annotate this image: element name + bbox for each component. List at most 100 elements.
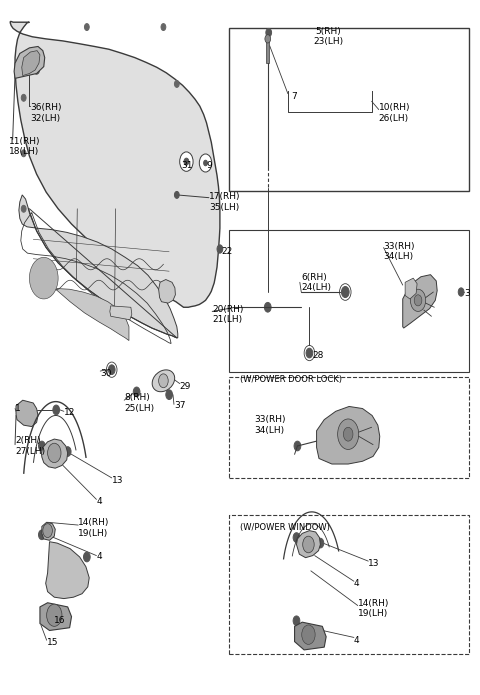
Circle shape (410, 289, 426, 311)
Text: 30: 30 (100, 369, 112, 378)
Polygon shape (14, 47, 45, 79)
Text: 4: 4 (96, 553, 102, 562)
Text: 28: 28 (313, 352, 324, 360)
Bar (266, 40, 269, 63)
Text: 13: 13 (368, 559, 380, 569)
Circle shape (337, 419, 359, 450)
Circle shape (108, 365, 115, 375)
Circle shape (158, 374, 168, 388)
Circle shape (217, 245, 223, 253)
Text: 12: 12 (64, 408, 75, 417)
Circle shape (204, 161, 207, 166)
Circle shape (133, 387, 140, 397)
Text: 31: 31 (181, 161, 193, 170)
Text: 17(RH)
35(LH): 17(RH) 35(LH) (209, 192, 240, 211)
Text: (W/POWER DOOR LOCK): (W/POWER DOOR LOCK) (240, 375, 342, 384)
Circle shape (64, 447, 71, 457)
Circle shape (166, 390, 172, 400)
Text: 4: 4 (96, 497, 102, 506)
Polygon shape (41, 439, 68, 468)
Bar (229, 28, 469, 190)
Polygon shape (56, 288, 129, 341)
Circle shape (47, 604, 62, 626)
Polygon shape (42, 522, 55, 540)
Circle shape (317, 538, 324, 548)
Circle shape (29, 257, 58, 299)
Circle shape (180, 152, 193, 172)
Circle shape (341, 286, 349, 297)
Circle shape (20, 407, 27, 416)
Circle shape (84, 24, 89, 31)
Text: 14(RH)
19(LH): 14(RH) 19(LH) (358, 598, 389, 618)
Circle shape (303, 536, 314, 553)
Text: 5(RH)
23(LH): 5(RH) 23(LH) (313, 27, 344, 47)
Circle shape (38, 441, 45, 451)
Circle shape (21, 95, 26, 101)
Circle shape (458, 288, 464, 296)
Polygon shape (158, 279, 175, 303)
Polygon shape (19, 195, 178, 338)
Circle shape (343, 427, 353, 441)
Text: 37: 37 (174, 401, 185, 410)
Polygon shape (40, 603, 72, 630)
Text: 10(RH)
26(LH): 10(RH) 26(LH) (379, 104, 410, 123)
Ellipse shape (34, 259, 53, 297)
Text: 2(RH)
27(LH): 2(RH) 27(LH) (15, 436, 45, 456)
Text: 7: 7 (291, 92, 297, 101)
Circle shape (264, 302, 271, 312)
Circle shape (199, 154, 212, 172)
Polygon shape (297, 530, 321, 557)
Text: 33(RH)
34(LH): 33(RH) 34(LH) (384, 242, 415, 261)
Circle shape (174, 191, 179, 198)
Circle shape (28, 57, 35, 67)
Text: 4: 4 (354, 636, 360, 645)
Circle shape (302, 625, 315, 644)
Text: 16: 16 (54, 616, 66, 626)
Text: 15: 15 (47, 639, 58, 648)
Text: 22: 22 (222, 247, 233, 256)
Circle shape (48, 443, 61, 463)
Polygon shape (46, 541, 89, 598)
Text: 8(RH)
25(LH): 8(RH) 25(LH) (124, 393, 154, 413)
Circle shape (17, 61, 24, 71)
Text: 3: 3 (464, 289, 470, 298)
Circle shape (266, 28, 272, 37)
Ellipse shape (152, 370, 175, 392)
Circle shape (265, 35, 271, 43)
Circle shape (21, 205, 26, 212)
Circle shape (184, 158, 189, 165)
Circle shape (43, 523, 52, 537)
Text: 9: 9 (206, 161, 212, 170)
Text: 6(RH)
24(LH): 6(RH) 24(LH) (301, 272, 331, 292)
Circle shape (174, 81, 179, 88)
Polygon shape (403, 275, 437, 328)
Text: (W/POWER WINDOW): (W/POWER WINDOW) (240, 523, 330, 532)
Circle shape (414, 295, 422, 306)
Bar (229, 377, 469, 478)
Circle shape (27, 406, 33, 414)
Text: 33(RH)
34(LH): 33(RH) 34(LH) (254, 416, 286, 435)
Circle shape (38, 530, 45, 539)
Text: 14(RH)
19(LH): 14(RH) 19(LH) (78, 518, 109, 537)
Circle shape (34, 66, 39, 74)
Polygon shape (22, 51, 40, 76)
Circle shape (84, 552, 90, 562)
Text: 36(RH)
32(LH): 36(RH) 32(LH) (30, 104, 62, 123)
Text: 11(RH)
18(LH): 11(RH) 18(LH) (9, 137, 41, 156)
Polygon shape (405, 278, 417, 299)
Circle shape (294, 441, 301, 451)
Circle shape (53, 405, 60, 415)
Circle shape (293, 616, 300, 626)
Polygon shape (295, 622, 326, 650)
Bar (229, 516, 469, 654)
Bar (229, 229, 469, 373)
Text: 1: 1 (15, 404, 21, 413)
Polygon shape (16, 400, 38, 427)
Text: 29: 29 (180, 382, 191, 391)
Text: 20(RH)
21(LH): 20(RH) 21(LH) (212, 304, 244, 324)
Text: 13: 13 (112, 476, 123, 485)
Polygon shape (317, 407, 380, 464)
Polygon shape (10, 22, 220, 307)
Circle shape (161, 24, 166, 31)
Polygon shape (110, 306, 132, 320)
